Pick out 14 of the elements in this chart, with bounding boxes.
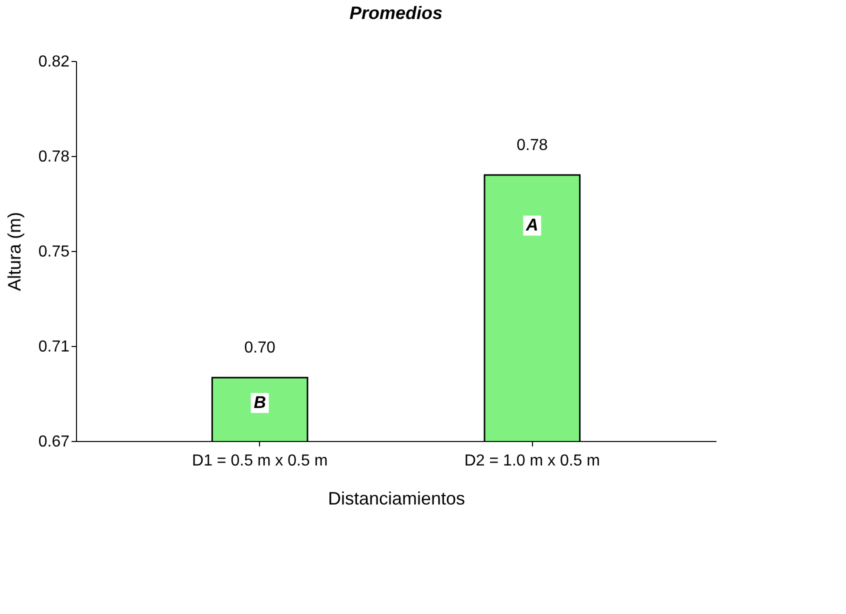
x-tick-label: D2 = 1.0 m x 0.5 m — [464, 452, 600, 470]
x-axis-title: Distanciamientos — [328, 488, 466, 508]
data-label: 0.78 — [516, 137, 548, 154]
y-tick-label: 0.75 — [38, 244, 70, 260]
y-tick-label: 0.67 — [38, 434, 70, 450]
y-axis-title: Altura (m) — [4, 212, 24, 292]
y-tick-label: 0.78 — [38, 148, 70, 166]
data-label: 0.70 — [244, 340, 276, 357]
y-tick-label: 0.82 — [38, 54, 70, 70]
y-tick-label: 0.71 — [38, 338, 70, 356]
x-tick-label: D1 = 0.5 m x 0.5 m — [192, 452, 328, 470]
annotation: B — [254, 393, 266, 412]
annotation: A — [525, 216, 538, 235]
chart-title: Promedios — [349, 3, 443, 23]
